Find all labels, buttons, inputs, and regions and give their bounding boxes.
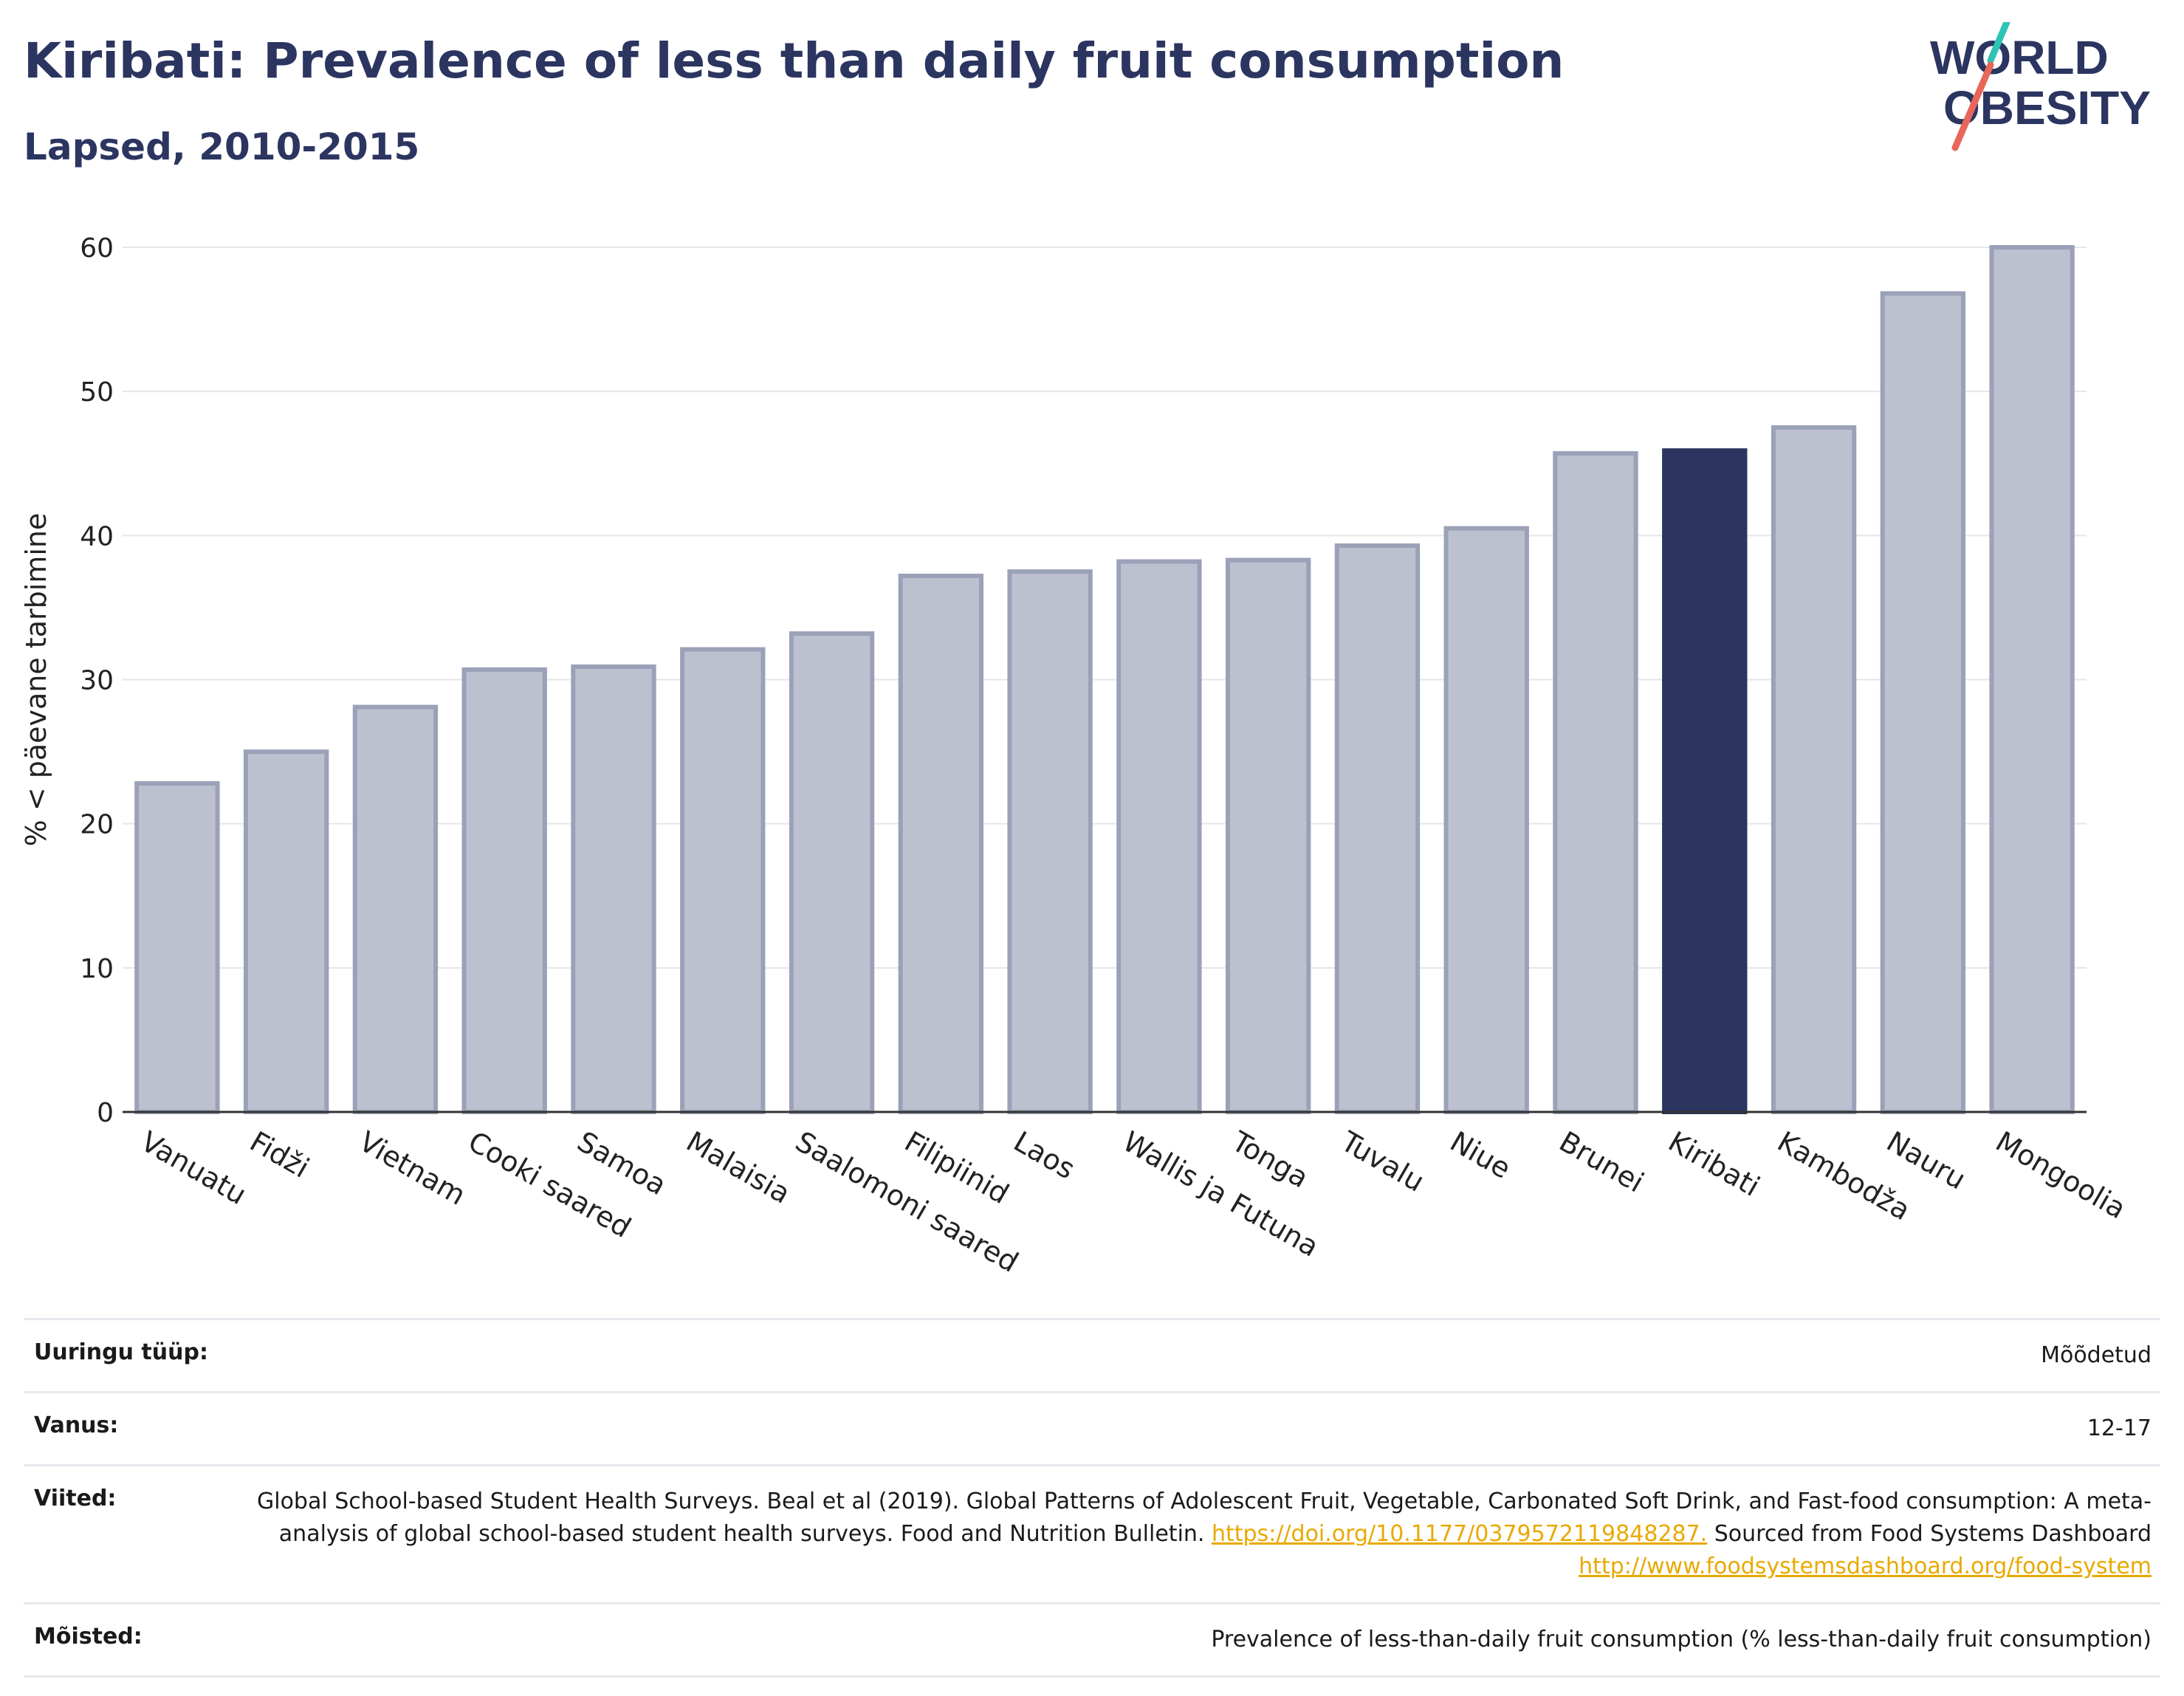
y-axis-label: % < päevane tarbimine xyxy=(20,513,52,847)
x-category-label: Wallis ja Futuna xyxy=(1117,1125,1324,1263)
x-category-label: Fidži xyxy=(244,1125,315,1184)
meta-value: Mõõdetud xyxy=(2041,1342,2152,1368)
bar-filipiinid xyxy=(898,573,984,1114)
y-tick-label: 60 xyxy=(80,233,114,264)
bar-mongoolia xyxy=(1989,245,2075,1114)
grid-lines xyxy=(123,247,2087,969)
meta-label: Vanus: xyxy=(34,1412,119,1438)
bar-malaisia xyxy=(680,647,766,1114)
bar-tonga xyxy=(1225,557,1311,1114)
meta-row-survey-type: Uuringu tüüp: Mõõdetud xyxy=(24,1318,2160,1391)
meta-label: Uuringu tüüp: xyxy=(34,1339,208,1365)
y-tick-label: 50 xyxy=(80,377,114,408)
x-category-label: Vietnam xyxy=(354,1125,471,1212)
x-category-label: Nauru xyxy=(1881,1125,1971,1196)
x-category-label: Tonga xyxy=(1226,1125,1314,1194)
bar-cooki-saared xyxy=(461,667,547,1114)
bar-niue xyxy=(1443,526,1529,1114)
y-tick-label: 10 xyxy=(80,954,114,984)
meta-value: Global School-based Student Health Surve… xyxy=(175,1486,2152,1583)
x-category-label: Mongoolia xyxy=(1991,1125,2132,1226)
bar-kiribati xyxy=(1662,448,1748,1114)
logo-word-world: WORLD xyxy=(1930,31,2109,84)
bar-wallis-ja-futuna xyxy=(1116,559,1202,1114)
chart-title: Kiribati: Prevalence of less than daily … xyxy=(24,32,1565,89)
meta-value: Prevalence of less-than-daily fruit cons… xyxy=(1211,1627,2152,1652)
bar-vietnam xyxy=(352,704,439,1114)
meta-row-references: Viited: Global School-based Student Heal… xyxy=(24,1464,2160,1602)
meta-row-age: Vanus: 12-17 xyxy=(24,1391,2160,1464)
y-tick-label: 20 xyxy=(80,810,114,840)
y-axis-ticks: 0 10 20 30 40 50 60 xyxy=(80,233,114,1128)
x-category-label: Tuvalu xyxy=(1335,1125,1429,1198)
y-tick-label: 40 xyxy=(80,521,114,552)
bar-fid-i xyxy=(243,749,329,1114)
y-tick-label: 30 xyxy=(80,666,114,696)
x-category-label: Brunei xyxy=(1554,1125,1649,1199)
bar-nauru xyxy=(1880,291,1966,1114)
logo-slash-teal xyxy=(1987,22,2010,64)
bars xyxy=(134,245,2075,1115)
bar-laos xyxy=(1007,569,1093,1114)
y-tick-label: 0 xyxy=(97,1098,114,1128)
bar-samoa xyxy=(571,664,656,1114)
doi-link[interactable]: https://doi.org/10.1177/0379572119848287… xyxy=(1212,1521,1708,1547)
reference-text: Global School-based Student Health Surve… xyxy=(256,1489,2152,1547)
meta-label: Mõisted: xyxy=(34,1624,142,1649)
chart-subtitle: Lapsed, 2010-2015 xyxy=(24,126,420,168)
metadata-table: Uuringu tüüp: Mõõdetud Vanus: 12-17 Viit… xyxy=(24,1318,2160,1678)
bar-kambod-a xyxy=(1771,425,1857,1114)
world-obesity-logo: WORLD OBESITY xyxy=(1930,22,2151,151)
bar-saalomoni-saared xyxy=(789,631,875,1114)
bar-tuvalu xyxy=(1334,543,1421,1114)
bar-vanuatu xyxy=(134,781,220,1115)
bar-brunei xyxy=(1553,451,1638,1114)
food-systems-link[interactable]: http://www.foodsystemsdashboard.org/food… xyxy=(1579,1553,2152,1579)
meta-row-definitions: Mõisted: Prevalence of less-than-daily f… xyxy=(24,1602,2160,1678)
logo-slash-coral xyxy=(1951,61,1994,151)
meta-value: 12-17 xyxy=(2087,1415,2152,1441)
x-category-label: Kiribati xyxy=(1663,1125,1765,1203)
reference-text-2: Sourced from Food Systems Dashboard xyxy=(1707,1521,2152,1547)
x-category-label: Niue xyxy=(1445,1125,1517,1185)
x-category-label: Malaisia xyxy=(681,1125,795,1210)
meta-label: Viited: xyxy=(34,1486,117,1511)
x-category-label: Vanuatu xyxy=(135,1125,252,1211)
x-category-label: Laos xyxy=(1009,1125,1081,1186)
